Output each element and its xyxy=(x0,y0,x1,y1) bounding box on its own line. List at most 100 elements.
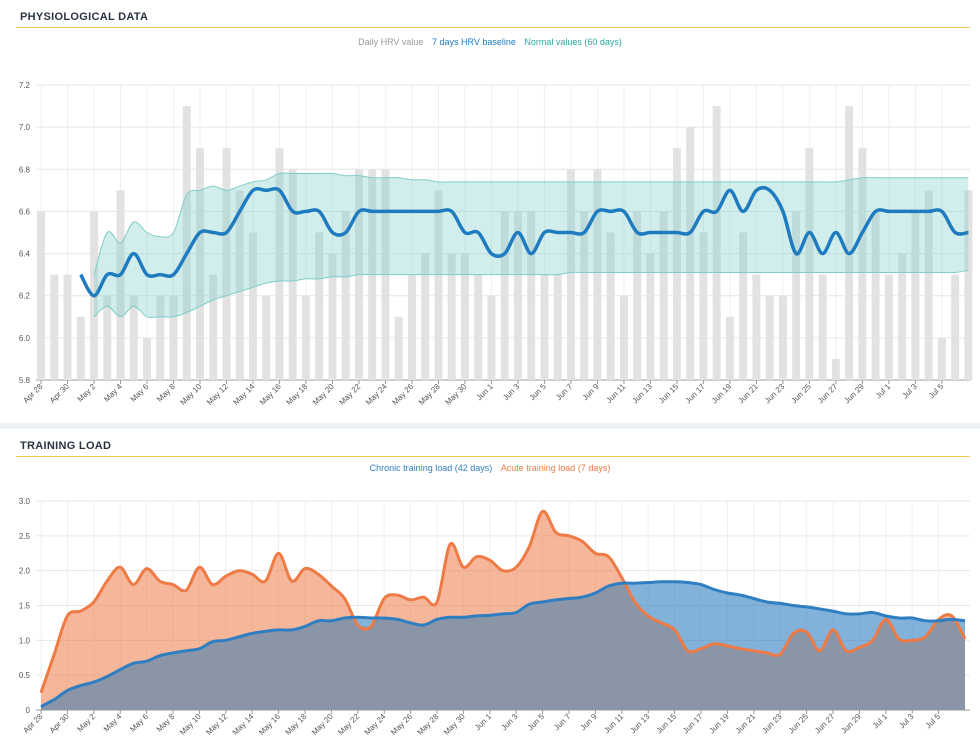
x-tick-label: Jun 5 xyxy=(528,382,549,403)
legend-hrv-baseline[interactable]: 7 days HRV baseline xyxy=(431,37,516,47)
x-tick-label: Jun 23 xyxy=(763,382,787,406)
x-tick-label: Jun 21 xyxy=(734,712,758,736)
y-tick-label: 2.0 xyxy=(19,567,31,576)
x-tick-label: Apr 28 xyxy=(21,712,44,735)
panel-title: TRAINING LOAD xyxy=(20,440,112,452)
hrv-bar xyxy=(143,337,151,380)
hrv-bar xyxy=(553,274,562,380)
hrv-bar xyxy=(871,211,880,380)
x-tick-label: Jun 13 xyxy=(630,382,654,406)
x-tick-label: Jun 23 xyxy=(760,712,784,736)
x-tick-label: Jun 13 xyxy=(628,712,652,736)
hrv-bar xyxy=(421,253,430,380)
x-tick-label: May 2 xyxy=(75,712,97,734)
x-tick-label: Jun 11 xyxy=(602,712,625,735)
hrv-bar xyxy=(394,316,403,380)
legend-acute-load[interactable]: Acute training load (7 days) xyxy=(500,463,611,473)
hrv-bar xyxy=(845,106,854,381)
x-tick-label: Jun 7 xyxy=(552,712,573,733)
normal-values-upper xyxy=(93,172,969,275)
hrv-bar xyxy=(540,274,549,380)
chart-legend: Chronic training load (42 days) Acute tr… xyxy=(0,463,980,473)
hrv-bar xyxy=(209,274,218,380)
chronic-load-line xyxy=(40,580,966,708)
legend-chronic-load[interactable]: Chronic training load (42 days) xyxy=(369,463,493,473)
hrv-baseline-line xyxy=(79,185,969,298)
x-tick-label: May 28 xyxy=(415,712,440,737)
x-tick-label: May 20 xyxy=(311,382,336,407)
x-tick-label: May 10 xyxy=(178,382,203,407)
x-tick-label: Jul 3 xyxy=(900,382,919,401)
hrv-bar xyxy=(248,232,257,380)
y-tick-label: 3.0 xyxy=(19,497,31,506)
x-tick-label: Jun 1 xyxy=(475,382,496,403)
x-tick-label: May 18 xyxy=(284,382,309,407)
x-tick-label: Jun 19 xyxy=(710,382,734,406)
x-tick-label: May 4 xyxy=(102,382,124,404)
hrv-bar xyxy=(911,211,920,380)
hrv-bar xyxy=(169,295,178,380)
x-tick-label: Jun 5 xyxy=(526,712,547,733)
x-tick-label: May 4 xyxy=(102,712,124,734)
x-tick-label: May 18 xyxy=(283,712,308,737)
x-tick-label: May 22 xyxy=(336,712,361,737)
x-tick-label: May 12 xyxy=(204,712,229,737)
y-tick-label: 7.2 xyxy=(19,81,31,90)
x-tick-label: Jun 9 xyxy=(581,382,602,403)
x-tick-label: Jun 27 xyxy=(813,712,837,736)
x-tick-label: May 8 xyxy=(155,712,177,734)
x-tick-label: Jun 9 xyxy=(579,712,600,733)
hrv-bar xyxy=(752,274,761,380)
hrv-bar xyxy=(222,148,231,380)
y-tick-label: 7.0 xyxy=(19,123,31,132)
physiological-data-panel: PHYSIOLOGICAL DATA Daily HRV value 7 day… xyxy=(0,0,980,423)
x-tick-label: Jun 19 xyxy=(707,712,731,736)
x-tick-label: Jun 17 xyxy=(683,382,707,406)
hrv-bar xyxy=(116,190,125,380)
x-tick-label: May 16 xyxy=(257,712,282,737)
hrv-bar xyxy=(858,148,867,380)
hrv-bar xyxy=(275,148,284,380)
hrv-bar xyxy=(633,211,642,380)
hrv-bar xyxy=(898,253,907,380)
hrv-bar xyxy=(672,148,681,380)
x-tick-label: Jun 27 xyxy=(816,382,840,406)
hrv-bar xyxy=(831,358,840,380)
hrv-bar xyxy=(50,274,59,380)
x-tick-label: May 26 xyxy=(389,712,414,737)
x-tick-label: May 12 xyxy=(205,382,230,407)
x-tick-label: Apr 30 xyxy=(48,382,71,405)
x-tick-label: May 14 xyxy=(231,382,256,407)
hrv-bar xyxy=(659,211,668,380)
x-tick-label: May 20 xyxy=(310,712,335,737)
hrv-bar xyxy=(937,337,946,380)
hrv-bar xyxy=(606,232,615,380)
x-tick-label: May 6 xyxy=(129,382,151,404)
y-tick-label: 6.2 xyxy=(19,292,31,301)
hrv-bar xyxy=(328,253,337,380)
y-tick-label: 6.4 xyxy=(19,250,31,259)
hrv-bar xyxy=(712,106,721,381)
legend-normal-values[interactable]: Normal values (60 days) xyxy=(524,37,622,47)
hrv-bar xyxy=(884,274,893,380)
x-tick-label: Jun 25 xyxy=(789,382,813,406)
hrv-bar xyxy=(686,127,695,381)
y-tick-label: 1.0 xyxy=(19,636,31,645)
x-tick-label: Jul 5 xyxy=(927,382,946,401)
x-tick-label: Jun 21 xyxy=(736,382,760,406)
x-tick-label: Jul 3 xyxy=(897,712,916,731)
x-tick-label: May 14 xyxy=(231,712,256,737)
legend-daily-hrv[interactable]: Daily HRV value xyxy=(358,37,424,47)
hrv-bar xyxy=(460,253,469,380)
hrv-bar xyxy=(619,295,628,380)
x-tick-label: May 10 xyxy=(178,712,203,737)
hrv-bar xyxy=(580,211,589,380)
y-tick-label: 5.8 xyxy=(19,376,31,385)
x-tick-label: May 30 xyxy=(442,712,467,737)
hrv-bar xyxy=(196,148,204,380)
hrv-bar xyxy=(951,274,960,380)
hrv-bar xyxy=(527,211,536,380)
hrv-bar xyxy=(778,295,787,380)
